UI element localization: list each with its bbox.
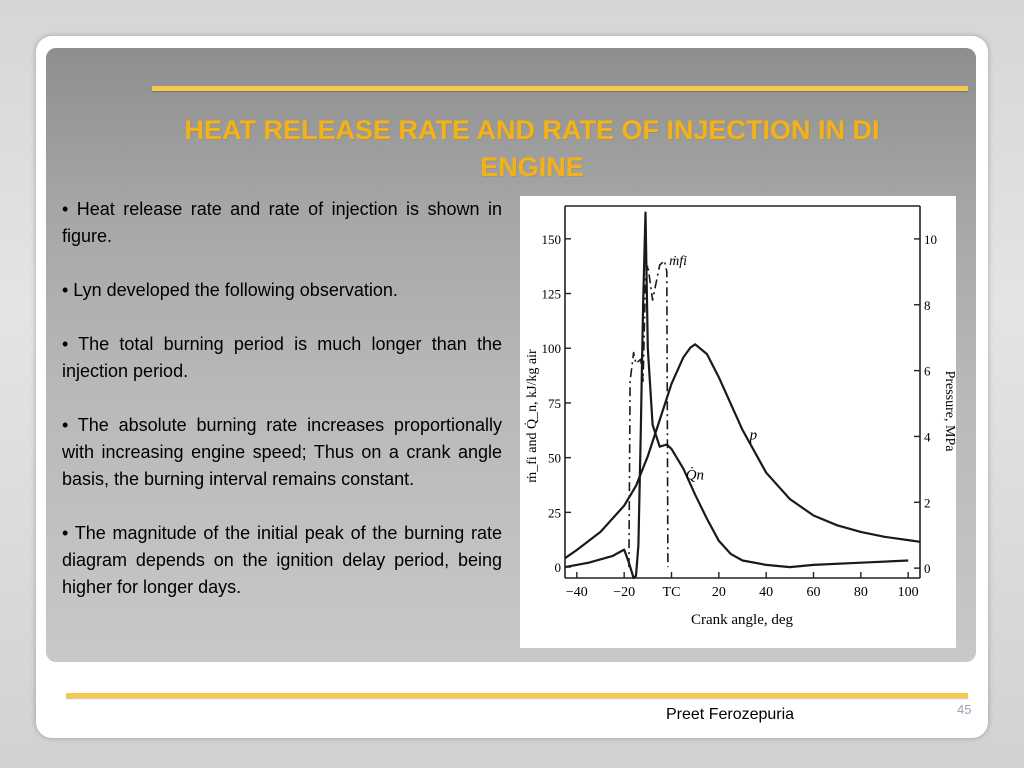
bullet-item: • Heat release rate and rate of injectio… — [62, 199, 502, 246]
series-line-0 — [564, 343, 921, 560]
series-label-p: p — [749, 428, 758, 444]
plot-frame — [564, 205, 921, 579]
y2-tick-label: 6 — [924, 364, 931, 379]
y-axis-label: ṁ_fi and Q̇_n, kJ/kg air — [523, 349, 540, 483]
series-line-2 — [628, 259, 669, 568]
y-tick-label: 50 — [548, 451, 561, 466]
y2-tick-label: 8 — [924, 298, 931, 313]
heat-release-chart: 0 25 50 75 100 125 150 0 2 4 6 8 10 −40 −20 TC 20 40 60 80 1… — [523, 205, 956, 628]
y2-axis-label: Pressure, MPa — [942, 371, 956, 453]
y-tick-label: 0 — [555, 560, 562, 575]
y-tick-label: 125 — [542, 287, 562, 302]
figure-panel: 0 25 50 75 100 125 150 0 2 4 6 8 10 −40 −20 TC 20 40 60 80 1… — [520, 196, 956, 648]
x-tick-label: −20 — [613, 585, 635, 600]
y-tick-label: 75 — [548, 396, 561, 411]
x-tick-label: 80 — [854, 585, 868, 600]
x-tick-label: 100 — [898, 585, 919, 600]
x-tick-label: TC — [663, 585, 681, 600]
bullet-list: • Heat release rate and rate of injectio… — [62, 196, 502, 628]
y2-tick-label: 2 — [924, 495, 931, 510]
y-tick-label: 150 — [542, 232, 562, 247]
x-tick-label: 60 — [807, 585, 821, 600]
bullet-item: • The absolute burning rate increases pr… — [62, 415, 502, 489]
x-tick-label: 40 — [759, 585, 773, 600]
x-tick-label: −40 — [566, 585, 588, 600]
series-label-mfi: ṁfi — [669, 254, 687, 269]
y-tick-label: 100 — [542, 341, 562, 356]
x-tick-label: 20 — [712, 585, 726, 600]
bullet-item: • The magnitude of the initial peak of t… — [62, 523, 502, 597]
ticks-layer: 0 25 50 75 100 125 150 0 2 4 6 8 10 −40 −20 TC 20 40 60 80 1… — [542, 232, 938, 600]
bullet-item: • The total burning period is much longe… — [62, 334, 502, 381]
page-number: 45 — [957, 702, 972, 717]
y2-tick-label: 4 — [924, 429, 931, 444]
footer-accent-line — [66, 693, 968, 698]
series-label-qn: Q̇n — [686, 467, 704, 483]
slide-title: HEAT RELEASE RATE AND RATE OF INJECTION … — [184, 115, 880, 182]
title-accent-line — [152, 86, 968, 91]
series-layer — [564, 211, 921, 580]
y2-tick-label: 10 — [924, 232, 937, 247]
x-axis-label: Crank angle, deg — [691, 612, 794, 628]
bullet-item: • Lyn developed the following observatio… — [62, 280, 398, 300]
y-tick-label: 25 — [548, 505, 561, 520]
y2-tick-label: 0 — [924, 561, 931, 576]
footer-author: Preet Ferozepuria — [666, 706, 795, 723]
series-line-1 — [564, 211, 909, 580]
